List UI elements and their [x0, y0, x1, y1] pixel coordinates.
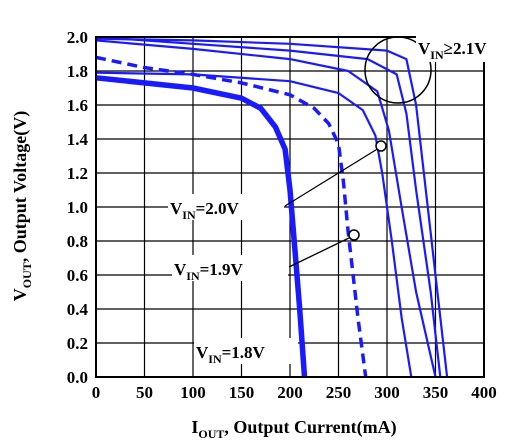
x-tick-label: 100	[180, 383, 206, 402]
annotation-circle-2-1	[364, 36, 432, 104]
series-line-4	[95, 35, 442, 378]
series-line-3	[95, 39, 437, 378]
annotation-leader-1-9	[288, 236, 352, 268]
y-tick-label: 1.0	[67, 198, 88, 217]
y-tick-label: 0.8	[67, 232, 88, 251]
y-tick-label: 0.6	[67, 266, 88, 285]
y-tick-label: 2.0	[67, 28, 88, 47]
y-tick-label: 0.0	[67, 368, 88, 387]
y-tick-label: 1.6	[67, 96, 88, 115]
x-axis-title: IOUT, Output Current(mA)	[191, 417, 396, 441]
x-tick-label: 300	[374, 383, 400, 402]
series-layer	[95, 35, 449, 378]
x-tick-label: 250	[326, 383, 352, 402]
annotation-marker-1-9	[348, 229, 360, 241]
series-line-0	[95, 75, 308, 378]
x-tick-label: 200	[277, 383, 303, 402]
annotation-vin-1-9: VIN=1.9V	[172, 229, 360, 283]
y-tick-label: 0.2	[67, 334, 88, 353]
y-axis-title: VOUT, Output Voltage(V)	[10, 111, 34, 302]
x-tick-label: 50	[136, 383, 153, 402]
annotation-label-1-9: VIN=1.9V	[174, 260, 244, 283]
annotation-label-2-1: VIN≥2.1V	[418, 39, 487, 62]
annotation-vin-1-8: VIN=1.8V	[194, 338, 298, 366]
y-tick-label: 1.4	[67, 130, 89, 149]
y-tick-label: 1.2	[67, 164, 88, 183]
x-tick-label: 150	[229, 383, 255, 402]
series-line-5	[95, 37, 449, 378]
annotation-marker-2-0	[375, 140, 387, 152]
annotation-vin-2-0: VIN=2.0V	[168, 140, 387, 222]
annotation-vin-2-1: VIN≥2.1V	[364, 32, 512, 104]
series-line-2	[95, 71, 413, 378]
annotation-label-1-8: VIN=1.8V	[196, 343, 266, 366]
annotation-leader-2-0	[284, 147, 380, 207]
y-tick-label: 0.4	[67, 300, 89, 319]
plot-frame	[95, 36, 485, 378]
y-tick-label: 1.8	[67, 62, 88, 81]
x-tick-label: 400	[471, 383, 497, 402]
x-tick-label: 0	[92, 383, 101, 402]
tick-labels: 0 50 100 150 200 250 300 350 400 0.0 0.2 0.4 0.6 0.8 1…	[67, 28, 497, 402]
x-tick-label: 350	[423, 383, 449, 402]
annotation-label-2-0: VIN=2.0V	[170, 199, 240, 222]
